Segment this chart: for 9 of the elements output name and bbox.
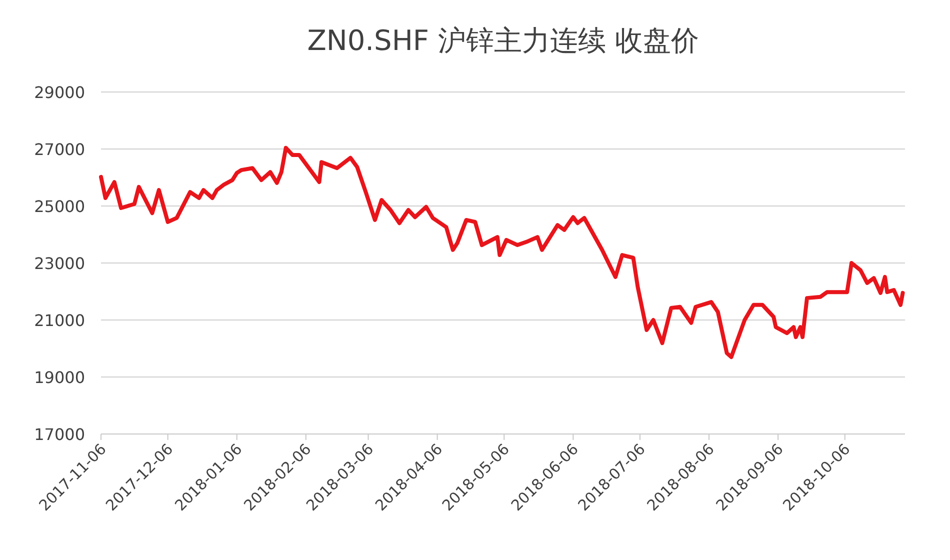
y-tick-label: 17000 [34,425,85,444]
line-series [99,146,905,360]
y-tick-label: 19000 [34,368,85,387]
y-tick-label: 25000 [34,197,85,216]
y-tick-label: 27000 [34,140,85,159]
y-tick-label: 21000 [34,311,85,330]
chart-title: ZN0.SHF 沪锌主力连续 收盘价 [307,24,699,57]
y-tick-label: 23000 [34,254,85,273]
y-tick-label: 29000 [34,83,85,102]
